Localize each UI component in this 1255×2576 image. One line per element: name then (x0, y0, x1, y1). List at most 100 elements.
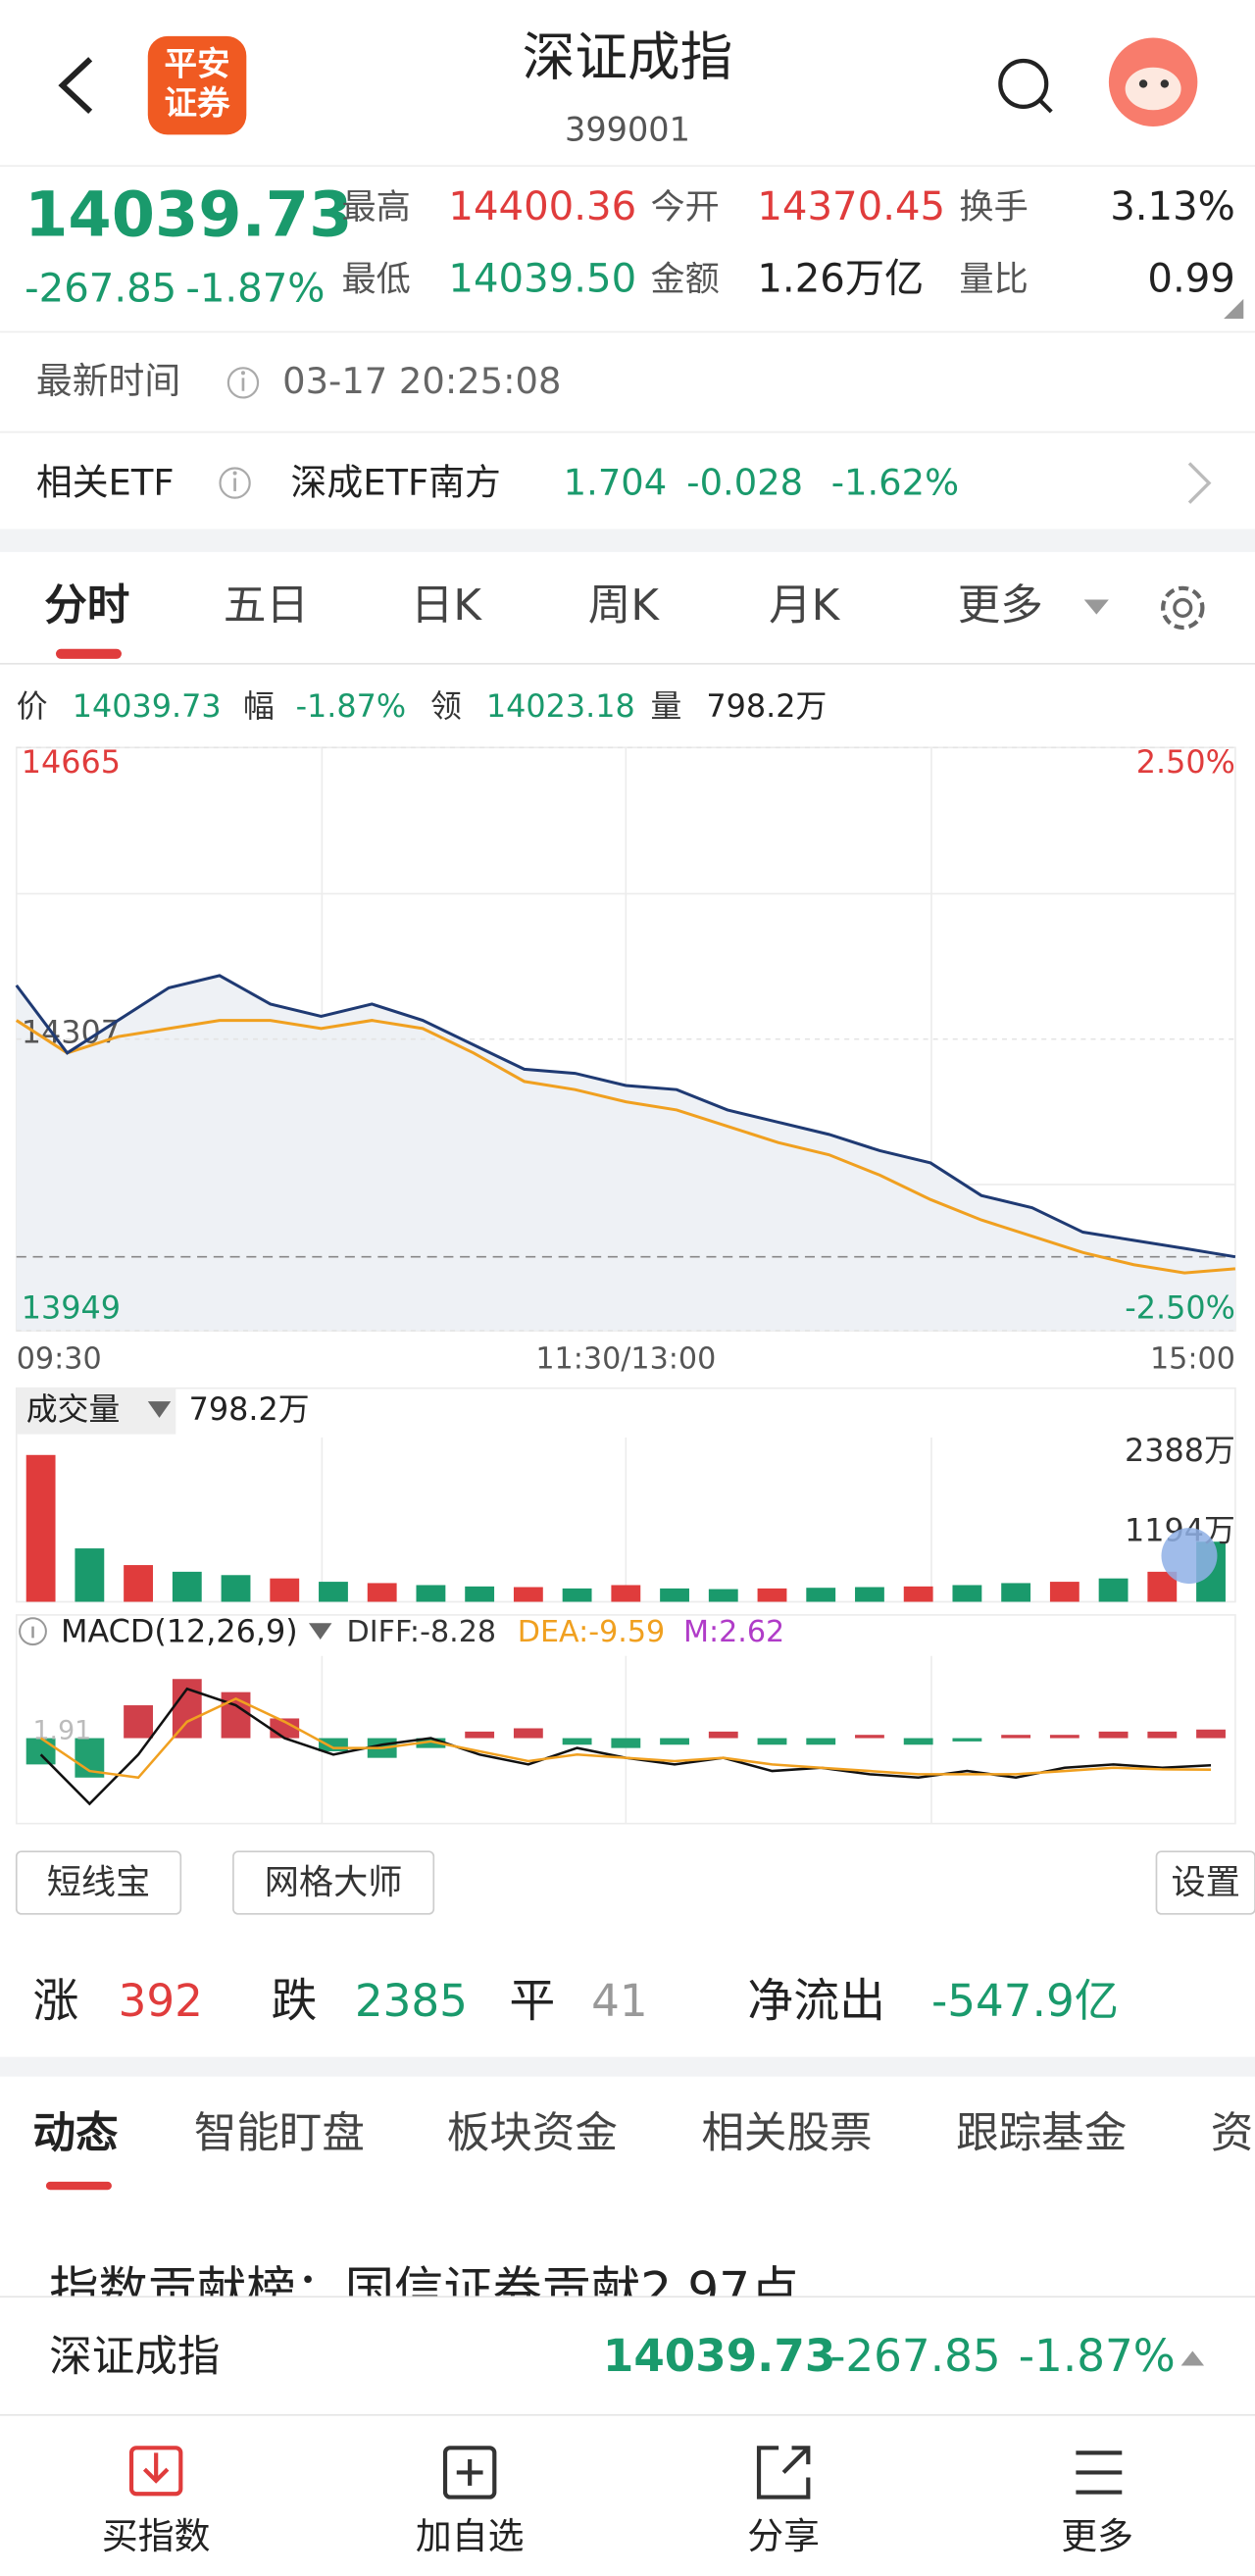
news-tab[interactable]: 跟踪基金 (956, 2109, 1127, 2158)
chart-tab[interactable]: 五日 (224, 581, 309, 631)
macd-bar (611, 1738, 641, 1748)
volume-bar (1049, 1582, 1079, 1602)
nav-label[interactable]: 更多 (1061, 2515, 1133, 2557)
expand-corner[interactable] (1224, 298, 1244, 320)
stat-label: 最低 (341, 259, 410, 299)
tool-button[interactable] (232, 1850, 435, 1915)
y-tick-label: 14665 (22, 743, 121, 781)
macd-bar (1001, 1735, 1031, 1739)
info-icon[interactable] (219, 467, 251, 499)
stat-label: 最高 (341, 187, 410, 227)
macd-bar (513, 1728, 543, 1739)
float-button[interactable] (1161, 1528, 1218, 1585)
volume-bar (855, 1587, 884, 1602)
stat-value: 14370.45 (757, 184, 945, 229)
back-button[interactable] (58, 57, 93, 115)
info-value: 14023.18 (486, 687, 635, 725)
etf-price: 1.704 (564, 462, 667, 504)
volume-bar (221, 1575, 251, 1602)
info-label: 价 (17, 687, 48, 725)
tool-button[interactable] (15, 1850, 182, 1915)
settings-gear[interactable] (1161, 585, 1205, 631)
macd-bar (1098, 1731, 1129, 1739)
volume-title: 成交量 (26, 1390, 121, 1428)
update-label: 最新时间 (36, 360, 180, 402)
logo-text: 证券 (165, 84, 230, 123)
logo (147, 35, 247, 135)
bottom-quote-bar[interactable] (0, 2297, 1255, 2415)
volume-bar (611, 1585, 641, 1602)
macd-bar (465, 1731, 495, 1739)
info-icon[interactable] (19, 1617, 47, 1646)
section-gap (0, 529, 1255, 552)
breadth-label: 跌 (271, 1974, 317, 2028)
change-pct: -1.87% (185, 267, 325, 312)
breadth-value: 2385 (355, 1975, 468, 2027)
bottom-change-pct: -1.87% (1019, 2330, 1176, 2382)
change: -267.85 (25, 267, 176, 312)
news-tab[interactable]: 动态 (33, 2109, 120, 2158)
y2-tick-label: -2.50% (1125, 1288, 1235, 1326)
stat-value: 0.99 (1147, 256, 1234, 301)
nav-label[interactable]: 加自选 (416, 2515, 525, 2557)
chart-tab[interactable]: 分时 (44, 581, 129, 631)
macd-bar (25, 1738, 56, 1765)
volume-bar (660, 1588, 689, 1602)
volume-bar (806, 1588, 836, 1602)
expand-arrow[interactable] (1180, 2350, 1205, 2366)
line-series (15, 974, 1236, 1259)
nav-label[interactable]: 分享 (747, 2515, 820, 2557)
macd-bar (562, 1738, 592, 1745)
bottom-price: 14039.73 (603, 2330, 835, 2382)
y-tick-label: 1.91 (33, 1716, 92, 1746)
volume-bar (1001, 1583, 1031, 1602)
info-icon[interactable] (226, 367, 260, 399)
nav-icon[interactable] (128, 2446, 183, 2497)
info-label: 领 (430, 687, 462, 725)
news-tab[interactable]: 板块资金 (447, 2109, 618, 2158)
chart-tab[interactable]: 更多 (958, 581, 1043, 631)
news-tab[interactable]: 相关股票 (701, 2109, 872, 2158)
etf-change-pct: -1.62% (831, 462, 959, 504)
etf-name[interactable]: 深成ETF南方 (291, 462, 501, 504)
breadth-value: 392 (119, 1975, 203, 2027)
etf-label: 相关ETF (36, 462, 175, 504)
news-tab[interactable]: 资 (1211, 2109, 1254, 2158)
volume-value: 798.2万 (189, 1390, 310, 1428)
chart-tab[interactable]: 日K (411, 581, 483, 631)
volume-bar (952, 1585, 982, 1602)
macd-bar (708, 1731, 738, 1739)
info-label: 量 (650, 687, 681, 725)
stat-label: 金额 (650, 259, 719, 299)
x-tick-label: 15:00 (1150, 1342, 1235, 1377)
stat-value: 1.26万亿 (757, 256, 924, 301)
volume-bar (75, 1548, 105, 1602)
nav-icon[interactable] (1076, 2450, 1123, 2495)
price-area (16, 975, 1235, 1332)
info-value: 798.2万 (706, 687, 827, 725)
nav-icon[interactable] (442, 2446, 497, 2500)
chart-tab[interactable]: 周K (588, 581, 661, 631)
search-button[interactable] (998, 58, 1053, 114)
title: 深证成指 (523, 26, 732, 88)
avatar[interactable] (1108, 37, 1198, 127)
nav-label[interactable]: 买指数 (102, 2515, 211, 2557)
news-tab[interactable]: 智能盯盘 (194, 2109, 365, 2158)
info-value: -1.87% (296, 687, 407, 725)
macd-bar (660, 1738, 689, 1745)
stat-label: 量比 (959, 259, 1028, 299)
macd-dea: DEA:-9.59 (518, 1615, 665, 1649)
nav-icon[interactable] (756, 2446, 811, 2500)
volume-bar (708, 1589, 738, 1602)
stat-value: 3.13% (1110, 184, 1235, 229)
macd-bar (124, 1705, 153, 1739)
volume-bar (562, 1588, 592, 1602)
volume-bar (465, 1586, 495, 1602)
chevron[interactable] (1187, 462, 1212, 504)
x-tick-label: 09:30 (17, 1342, 102, 1377)
chart-tab[interactable]: 月K (769, 581, 841, 631)
volume-selector[interactable] (16, 1388, 176, 1435)
macd-title[interactable]: MACD(12,26,9) (61, 1612, 298, 1649)
breadth-value: 41 (591, 1975, 648, 2027)
